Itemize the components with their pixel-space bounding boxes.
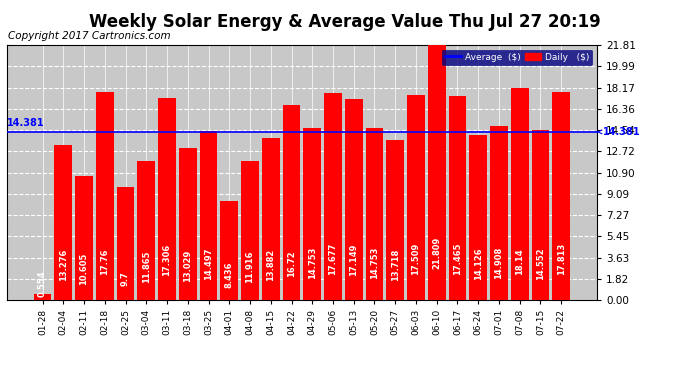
Text: 8.436: 8.436: [225, 262, 234, 288]
Text: Weekly Solar Energy & Average Value Thu Jul 27 20:19: Weekly Solar Energy & Average Value Thu …: [89, 13, 601, 31]
Text: 17.306: 17.306: [163, 243, 172, 276]
Text: 14.126: 14.126: [474, 248, 483, 280]
Text: 11.865: 11.865: [141, 251, 151, 284]
Bar: [179, 148, 197, 300]
Text: 17.677: 17.677: [328, 243, 337, 275]
Text: 9.7: 9.7: [121, 272, 130, 286]
Text: 21.809: 21.809: [432, 237, 441, 269]
Bar: [448, 96, 466, 300]
Text: 17.149: 17.149: [349, 244, 358, 276]
Text: 10.605: 10.605: [79, 253, 88, 285]
Bar: [511, 88, 529, 300]
Text: 18.14: 18.14: [515, 248, 524, 274]
Text: 14.381: 14.381: [7, 118, 45, 128]
Text: 14.753: 14.753: [370, 247, 379, 279]
Bar: [137, 161, 155, 300]
Bar: [158, 98, 176, 300]
Text: 14.908: 14.908: [495, 247, 504, 279]
Bar: [55, 145, 72, 300]
Text: Copyright 2017 Cartronics.com: Copyright 2017 Cartronics.com: [8, 31, 170, 41]
Bar: [345, 99, 362, 300]
Bar: [366, 128, 384, 300]
Text: 17.509: 17.509: [411, 243, 420, 275]
Bar: [553, 92, 570, 300]
Text: 13.276: 13.276: [59, 249, 68, 281]
Bar: [34, 294, 51, 300]
Bar: [428, 45, 446, 300]
Text: 11.916: 11.916: [246, 251, 255, 283]
Text: 17.465: 17.465: [453, 243, 462, 276]
Bar: [117, 187, 135, 300]
Bar: [532, 130, 549, 300]
Bar: [220, 201, 238, 300]
Bar: [96, 92, 114, 300]
Text: 14.552: 14.552: [536, 247, 545, 280]
Bar: [469, 135, 487, 300]
Text: 13.029: 13.029: [184, 249, 193, 282]
Text: 14.381: 14.381: [597, 127, 640, 137]
Bar: [262, 138, 279, 300]
Bar: [490, 126, 508, 300]
Text: 16.72: 16.72: [287, 250, 296, 276]
Bar: [324, 93, 342, 300]
Bar: [386, 140, 404, 300]
Text: 14.497: 14.497: [204, 247, 213, 280]
Bar: [199, 130, 217, 300]
Bar: [241, 160, 259, 300]
Text: 17.76: 17.76: [100, 249, 109, 275]
Legend: Average  ($), Daily   ($): Average ($), Daily ($): [442, 50, 592, 65]
Bar: [407, 95, 425, 300]
Text: 0.554: 0.554: [38, 270, 47, 297]
Bar: [304, 128, 321, 300]
Bar: [75, 176, 93, 300]
Text: 13.718: 13.718: [391, 249, 400, 281]
Bar: [283, 105, 300, 300]
Text: 14.753: 14.753: [308, 247, 317, 279]
Text: 13.882: 13.882: [266, 248, 275, 280]
Text: 17.813: 17.813: [557, 243, 566, 275]
